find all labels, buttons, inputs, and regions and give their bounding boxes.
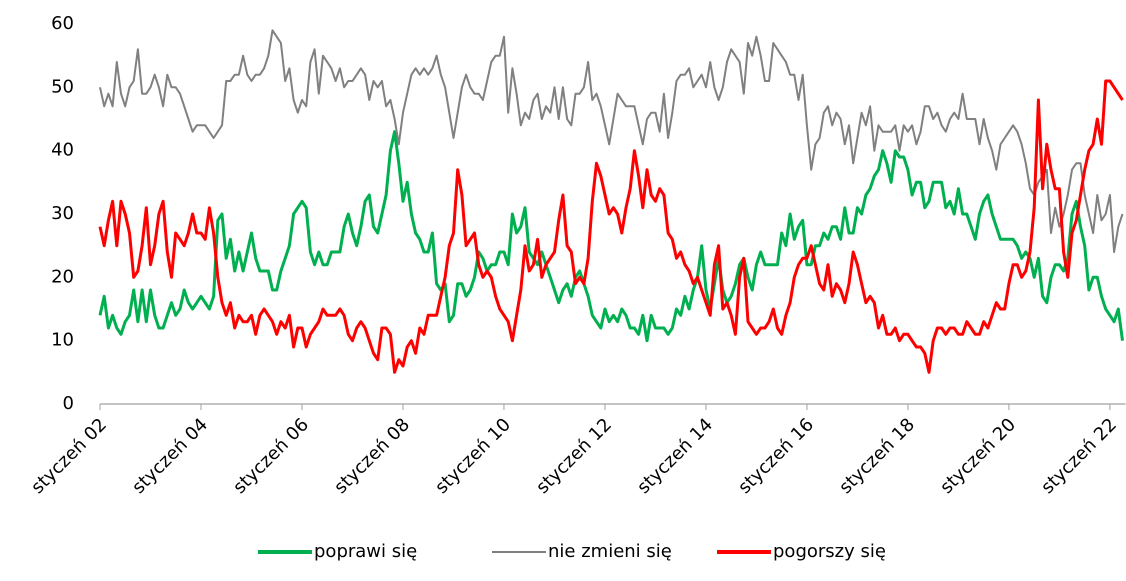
x-tick-label: styczeń 16 (734, 414, 818, 498)
x-tick-label: styczeń 20 (936, 414, 1020, 498)
x-tick-label: styczeń 12 (532, 414, 616, 498)
y-tick-label: 10 (51, 330, 74, 351)
x-tick-label: styczeń 18 (835, 414, 919, 498)
y-tick-label: 60 (51, 13, 74, 34)
y-tick-label: 0 (63, 393, 74, 414)
legend-label: pogorszy się (773, 541, 886, 562)
legend-label: nie zmieni się (548, 541, 672, 562)
y-tick-label: 30 (51, 203, 74, 224)
y-tick-label: 50 (51, 76, 74, 97)
x-tick-label: styczeń 02 (27, 414, 111, 498)
x-tick-label: styczeń 08 (330, 414, 414, 498)
legend-label: poprawi się (314, 541, 417, 562)
x-tick-label: styczeń 06 (229, 414, 313, 498)
x-tick-label: styczeń 04 (128, 414, 212, 498)
series-line (98, 79, 1124, 374)
series-line (99, 29, 1124, 253)
y-tick-label: 40 (51, 140, 74, 161)
x-tick-label: styczeń 10 (431, 414, 515, 498)
x-tick-label: styczeń 14 (633, 414, 717, 498)
y-tick-label: 20 (51, 266, 74, 287)
x-tick-label: styczeń 22 (1037, 414, 1121, 498)
series-line (98, 130, 1124, 343)
